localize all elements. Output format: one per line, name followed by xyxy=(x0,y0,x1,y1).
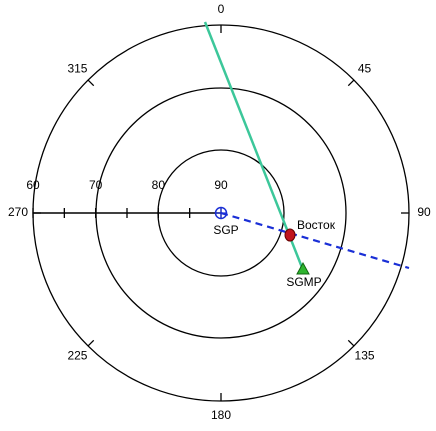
azimuth-label: 90 xyxy=(417,205,431,219)
point-label: SGMP xyxy=(286,275,321,289)
azimuth-tick xyxy=(87,79,95,87)
azimuth-label: 315 xyxy=(67,62,87,76)
point-label: Восток xyxy=(297,218,336,232)
radial-label: 70 xyxy=(89,178,103,192)
radial-label: 60 xyxy=(26,178,40,192)
azimuth-label: 270 xyxy=(8,205,28,219)
blue-dashed-line xyxy=(220,211,410,270)
azimuth-label: 0 xyxy=(218,2,225,16)
radial-label: 90 xyxy=(214,178,228,192)
radial-label: 80 xyxy=(152,178,166,192)
azimuth-tick xyxy=(347,79,355,87)
vostok-marker xyxy=(284,228,296,242)
azimuth-label: 225 xyxy=(67,349,87,363)
azimuth-label: 135 xyxy=(355,349,375,363)
labels: 0 45 90 135 180 225 270 315 60 70 80 90 xyxy=(8,2,431,422)
sgmp-marker xyxy=(296,261,310,275)
azimuth-tick xyxy=(87,339,95,347)
green-line xyxy=(203,21,305,271)
azimuth-label: 180 xyxy=(211,408,231,422)
azimuth-tick xyxy=(347,339,355,347)
azimuth-label: 45 xyxy=(358,62,372,76)
point-label: SGP xyxy=(213,223,238,237)
